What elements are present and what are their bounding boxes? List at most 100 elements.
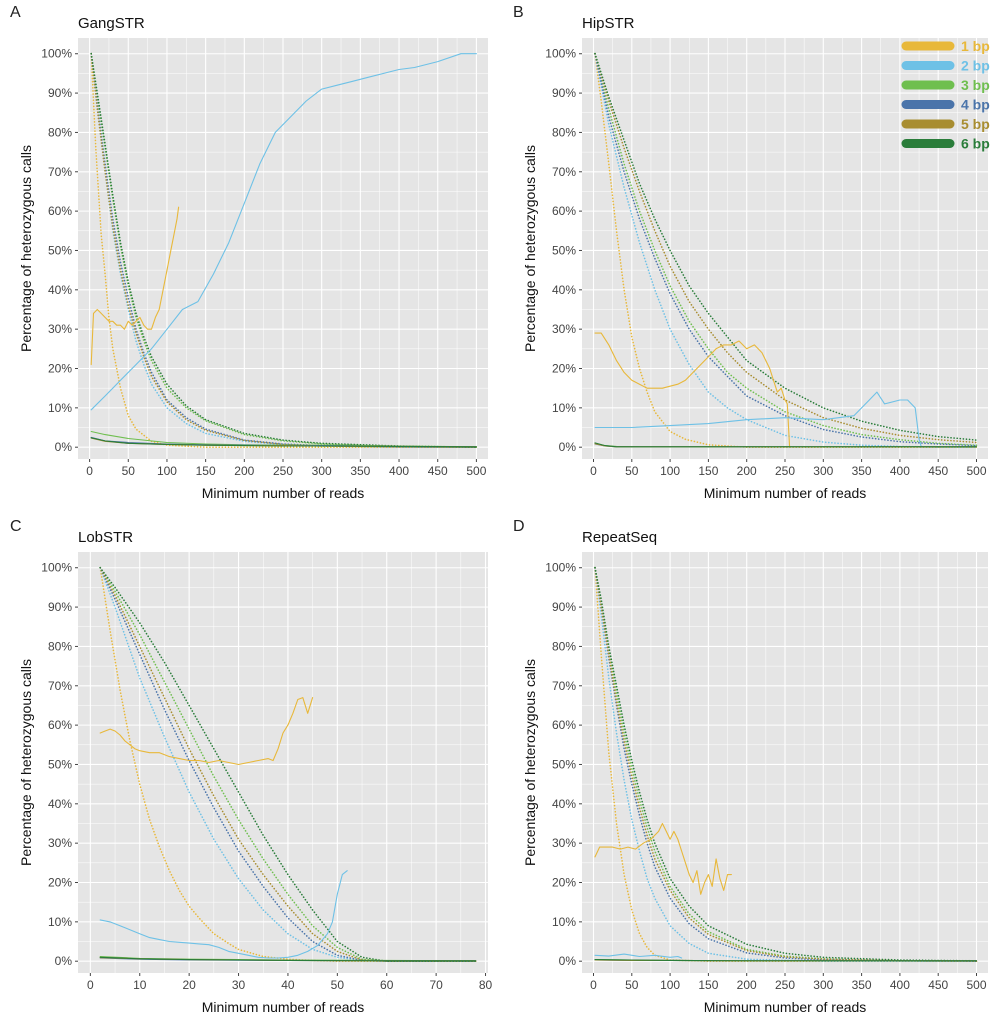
series-3-bp-dotted xyxy=(594,52,978,447)
y-tick-label: 30% xyxy=(552,836,576,850)
y-tick-label: 40% xyxy=(48,797,72,811)
x-tick-label: 50 xyxy=(625,978,639,992)
series-6-bp-solid xyxy=(90,437,477,448)
x-tick-label: 400 xyxy=(890,464,910,478)
panel-letter: A xyxy=(10,4,21,21)
x-tick-label: 200 xyxy=(737,464,757,478)
series-1-bp-solid xyxy=(99,697,314,766)
x-tick-label: 450 xyxy=(928,464,948,478)
series-group xyxy=(99,566,477,963)
series-4-bp-dotted xyxy=(594,566,978,963)
series-4-bp-dotted xyxy=(90,52,478,449)
y-tick-label: 90% xyxy=(48,86,72,100)
x-axis-title: Minimum number of reads xyxy=(202,485,365,501)
y-axis-title: Percentage of heterozygous calls xyxy=(522,145,538,352)
y-tick-label: 20% xyxy=(552,362,576,376)
x-tick-label: 50 xyxy=(122,464,136,478)
panel-letter: D xyxy=(513,518,525,535)
x-tick-label: 500 xyxy=(966,978,986,992)
y-tick-label: 30% xyxy=(552,322,576,336)
y-tick-label: 80% xyxy=(48,639,72,653)
x-tick-label: 30 xyxy=(232,978,246,992)
series-6-bp-solid xyxy=(594,442,978,448)
series-3-bp-dotted xyxy=(99,566,477,963)
x-tick-label: 400 xyxy=(389,464,409,478)
series-group xyxy=(594,52,978,449)
y-tick-label: 80% xyxy=(552,639,576,653)
legend-label: 1 bp xyxy=(961,38,990,54)
series-5-bp-dotted xyxy=(594,52,978,444)
panel-title: LobSTR xyxy=(78,529,133,546)
y-tick-label: 0% xyxy=(559,440,577,454)
y-tick-label: 70% xyxy=(552,679,576,693)
x-tick-label: 150 xyxy=(196,464,216,478)
x-tick-label: 50 xyxy=(331,978,345,992)
y-tick-label: 60% xyxy=(48,718,72,732)
plot-background xyxy=(78,552,488,973)
series-6-bp-dotted xyxy=(594,52,978,441)
x-tick-label: 10 xyxy=(133,978,147,992)
y-tick-label: 80% xyxy=(48,125,72,139)
series-2-bp-dotted xyxy=(594,566,978,963)
x-tick-label: 200 xyxy=(234,464,254,478)
y-tick-label: 70% xyxy=(552,165,576,179)
y-tick-label: 10% xyxy=(552,915,576,929)
y-tick-label: 40% xyxy=(552,283,576,297)
x-tick-label: 250 xyxy=(273,464,293,478)
x-tick-label: 50 xyxy=(625,464,639,478)
y-tick-label: 80% xyxy=(552,125,576,139)
series-1-bp-solid xyxy=(594,332,791,448)
series-group xyxy=(594,566,978,963)
x-tick-label: 500 xyxy=(966,464,986,478)
series-1-bp-solid xyxy=(90,206,180,366)
series-2-bp-dotted xyxy=(594,52,978,449)
legend-label: 4 bp xyxy=(961,97,990,113)
series-6-bp-solid xyxy=(99,956,477,962)
x-tick-label: 0 xyxy=(590,464,597,478)
panel-C: C LobSTR 0 10 20 30 40 50 60 70 80 0% 10% 20% 30% 40% 50… xyxy=(10,518,493,1015)
y-tick-label: 100% xyxy=(41,47,72,61)
y-tick-label: 20% xyxy=(48,876,72,890)
series-2-bp-dotted xyxy=(99,566,477,963)
y-tick-label: 100% xyxy=(545,561,576,575)
series-2-bp-solid xyxy=(99,870,348,959)
y-tick-label: 90% xyxy=(48,600,72,614)
series-6-bp-solid xyxy=(594,959,978,962)
series-6-bp-dotted xyxy=(594,566,978,962)
x-tick-label: 60 xyxy=(380,978,394,992)
y-tick-label: 10% xyxy=(48,915,72,929)
series-1-bp-solid xyxy=(594,822,732,895)
y-tick-label: 90% xyxy=(552,600,576,614)
y-tick-label: 0% xyxy=(55,954,73,968)
x-axis-title: Minimum number of reads xyxy=(704,485,867,501)
y-tick-label: 10% xyxy=(48,401,72,415)
y-tick-label: 70% xyxy=(48,165,72,179)
x-tick-label: 300 xyxy=(813,464,833,478)
y-tick-label: 40% xyxy=(552,797,576,811)
x-tick-label: 150 xyxy=(698,978,718,992)
y-tick-label: 20% xyxy=(552,876,576,890)
y-tick-label: 10% xyxy=(552,401,576,415)
legend-label: 3 bp xyxy=(961,77,990,93)
x-tick-label: 450 xyxy=(928,978,948,992)
x-axis-title: Minimum number of reads xyxy=(704,999,867,1015)
x-tick-label: 500 xyxy=(466,464,486,478)
x-tick-label: 350 xyxy=(852,978,872,992)
series-4-bp-dotted xyxy=(99,566,477,963)
series-1-bp-dotted xyxy=(90,52,478,449)
x-tick-label: 450 xyxy=(428,464,448,478)
y-tick-label: 50% xyxy=(48,243,72,257)
legend: 1 bp 2 bp 3 bp 4 bp 5 bp 6 bp xyxy=(901,38,990,152)
y-tick-label: 100% xyxy=(41,561,72,575)
y-tick-label: 0% xyxy=(55,440,73,454)
panel-A: A GangSTR 0 50 100 150 200 250 300 350 400 450 500 0%… xyxy=(10,4,488,501)
y-tick-label: 70% xyxy=(48,679,72,693)
series-5-bp-dotted xyxy=(99,566,477,963)
series-1-bp-dotted xyxy=(594,566,978,963)
x-tick-label: 350 xyxy=(350,464,370,478)
y-axis-title: Percentage of heterozygous calls xyxy=(18,659,34,866)
y-tick-label: 30% xyxy=(48,836,72,850)
y-tick-label: 100% xyxy=(545,47,576,61)
x-tick-label: 300 xyxy=(813,978,833,992)
